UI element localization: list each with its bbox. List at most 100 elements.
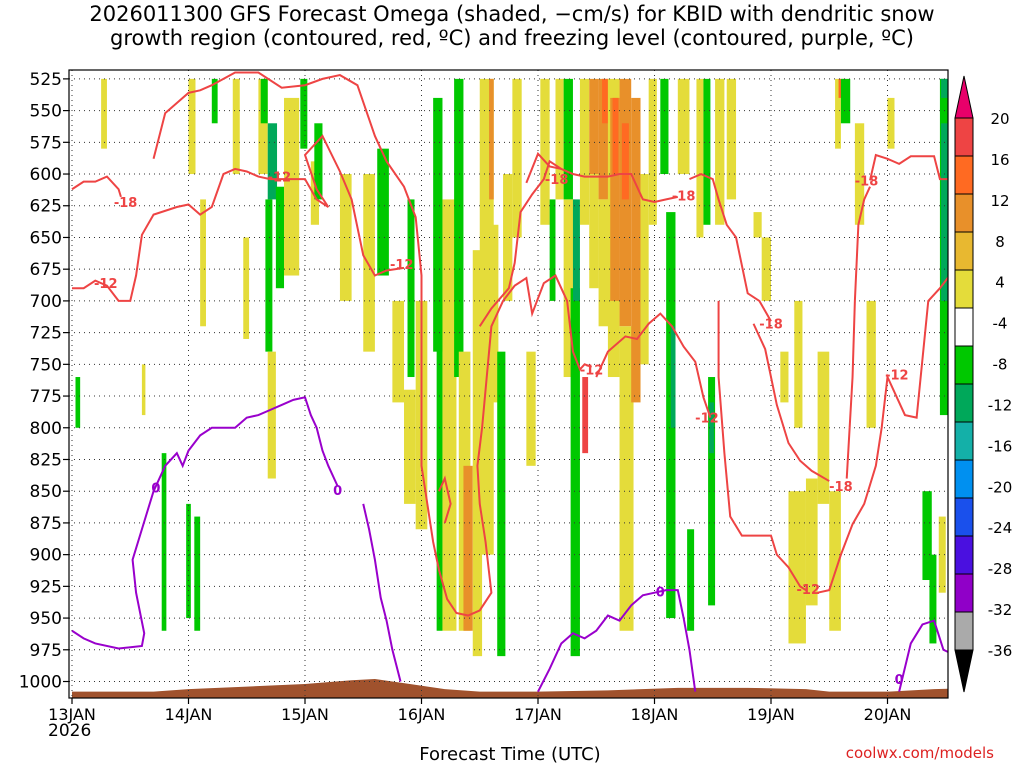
omega-cell	[404, 389, 416, 504]
snow-growth-label: -18	[672, 190, 696, 205]
omega-cell	[363, 174, 375, 352]
omega-cell	[101, 78, 107, 149]
omega-cell	[631, 97, 641, 403]
omega-cell	[610, 97, 620, 301]
omega-cell	[887, 97, 895, 149]
y-tick-label: 750	[30, 355, 62, 375]
x-tick-label: 13JAN	[48, 705, 96, 724]
snow-growth-contour	[438, 475, 452, 524]
y-tick-label: 525	[30, 70, 62, 90]
snow-growth-label: -18	[829, 480, 853, 495]
snow-growth-label: -18	[114, 196, 138, 211]
omega-cell	[75, 377, 81, 428]
y-tick-label: 725	[30, 324, 62, 344]
credit-link[interactable]: coolwx.com/models	[845, 744, 994, 762]
snow-growth-contour	[717, 300, 807, 591]
terrain-surface	[72, 678, 948, 698]
omega-cell	[753, 212, 762, 238]
omega-cell	[339, 174, 352, 301]
snow-growth-label: -18	[855, 174, 879, 189]
chart-title: 2026011300 GFS Forecast Omega (shaded, −…	[89, 2, 935, 50]
snow-growth-label: -12	[695, 412, 719, 427]
omega-cell	[941, 123, 948, 301]
colorbar-bottom-arrow	[954, 649, 974, 693]
colorbar-box	[954, 383, 974, 423]
y-tick-label: 925	[30, 577, 62, 597]
omega-cell	[589, 78, 599, 175]
omega-cell	[677, 78, 690, 175]
omega-cell	[267, 351, 276, 479]
omega-cell	[555, 78, 564, 200]
colorbar-label: -16	[988, 437, 1013, 455]
snow-growth-contour	[845, 186, 871, 479]
y-tick-label: 775	[30, 387, 62, 407]
snow-growth-contour	[72, 134, 405, 302]
omega-cell	[194, 516, 201, 631]
colorbar-label: -28	[988, 560, 1013, 578]
omega-cell	[708, 377, 716, 606]
omega-cell	[780, 351, 789, 403]
omega-cell	[612, 97, 619, 175]
colorbar-box	[954, 155, 974, 195]
x-tick-label: 15JAN	[281, 705, 329, 724]
colorbar-box	[954, 459, 974, 499]
colorbar-label: -4	[993, 315, 1008, 333]
y-tick-label: 625	[30, 197, 62, 217]
snow-growth-contour	[752, 323, 830, 482]
omega-cell	[726, 78, 737, 200]
omega-cell	[526, 351, 536, 466]
colorbar-label: -8	[993, 356, 1008, 374]
omega-cell	[188, 78, 196, 175]
freezing-level-contour	[362, 503, 402, 682]
omega-cell	[512, 78, 522, 238]
omega-cell	[579, 78, 590, 225]
snow-growth-contour	[71, 175, 122, 198]
omega-cell	[540, 78, 550, 225]
x-tick-label: 14JAN	[165, 705, 213, 724]
colorbar-box	[954, 345, 974, 385]
freezing-level-contour	[898, 619, 948, 692]
omega-cell	[687, 529, 695, 631]
omega-cell	[570, 288, 580, 657]
x-tick-label: 16JAN	[398, 705, 446, 724]
omega-cell	[549, 199, 556, 301]
omega-cell	[621, 123, 629, 200]
snow-growth-contours: -18 -12 -12 -12 -18 -12 -18 -12 -18 -18 -12 -18 -12	[71, 71, 948, 617]
y-axis: 525 550 575 600 625 650 675 700 725 750 775 800 825 8…	[19, 70, 69, 693]
colorbar-box	[954, 573, 974, 613]
snow-growth-contour	[152, 71, 592, 617]
snow-growth-contour	[595, 312, 712, 418]
y-tick-label: 825	[30, 450, 62, 470]
colorbar-label: -36	[988, 642, 1013, 660]
omega-cell	[929, 554, 937, 644]
snow-growth-contour	[817, 276, 948, 594]
colorbar-label: 20	[990, 110, 1009, 128]
colorbar-box	[954, 231, 974, 271]
omega-cell	[377, 148, 389, 276]
omega-cell	[835, 78, 841, 149]
colorbar-label: 8	[995, 233, 1005, 251]
colorbar-top-arrow	[954, 75, 974, 119]
omega-cell	[715, 78, 725, 225]
y-tick-label: 900	[30, 546, 62, 566]
omega-cell	[200, 199, 206, 327]
snow-growth-label: -12	[94, 277, 118, 292]
x-tick-label: 20JAN	[864, 705, 912, 724]
omega-cell	[589, 174, 599, 289]
omega-cell	[598, 199, 611, 327]
omega-cell	[454, 78, 464, 378]
omega-cell	[866, 300, 876, 428]
freezing-level-contours: 0 0 0 0	[71, 396, 948, 693]
omega-cell	[314, 123, 323, 200]
colorbar-label: 12	[990, 192, 1009, 210]
omega-cell	[817, 351, 830, 504]
omega-cell	[258, 78, 268, 175]
snow-growth-label: -12	[580, 363, 604, 378]
snow-growth-contour	[689, 172, 772, 322]
omega-cell	[598, 78, 611, 200]
y-tick-label: 975	[30, 641, 62, 661]
omega-cell	[670, 326, 676, 428]
colorbar-box	[954, 117, 974, 157]
y-tick-label: 875	[30, 514, 62, 534]
snow-growth-label: -18	[759, 318, 783, 333]
